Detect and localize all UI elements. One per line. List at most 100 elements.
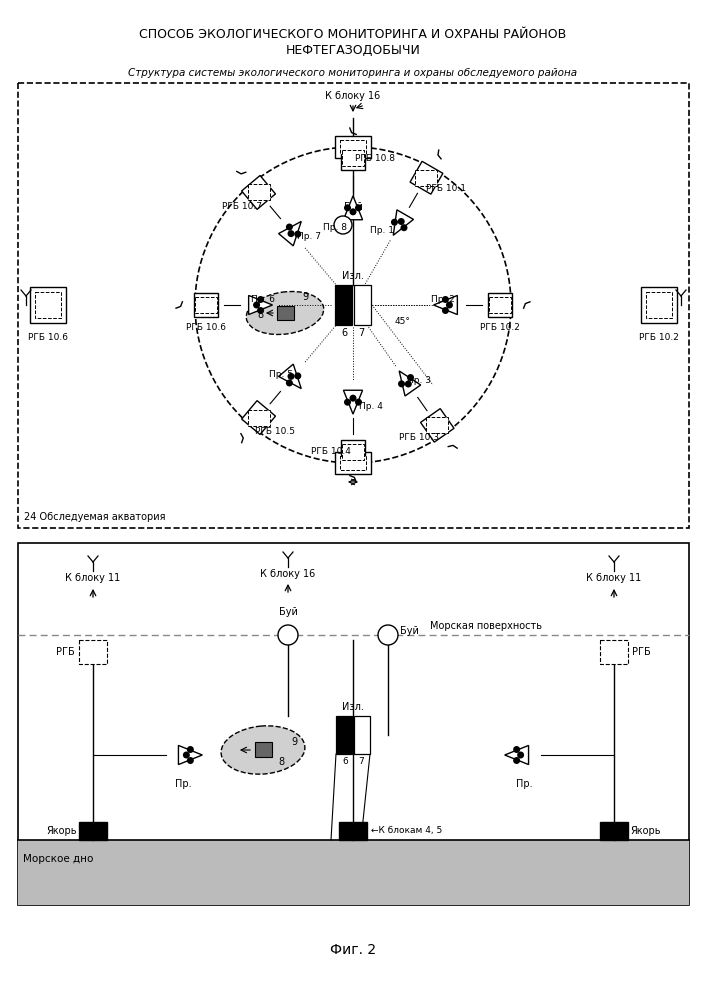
Bar bbox=[342, 150, 364, 166]
Bar bbox=[600, 822, 628, 840]
Text: Фиг. 2: Фиг. 2 bbox=[330, 943, 376, 957]
Bar bbox=[646, 292, 672, 318]
Bar bbox=[335, 452, 371, 474]
Circle shape bbox=[286, 379, 293, 386]
Text: РГБ 10.7: РГБ 10.7 bbox=[222, 202, 262, 211]
Text: 8: 8 bbox=[278, 757, 284, 767]
Text: ←К блокам 4, 5: ←К блокам 4, 5 bbox=[371, 826, 443, 836]
Bar bbox=[195, 297, 217, 313]
Bar bbox=[339, 822, 367, 840]
Text: Пр. 7: Пр. 7 bbox=[297, 232, 321, 241]
Text: РГБ 10.2: РГБ 10.2 bbox=[480, 322, 520, 332]
Circle shape bbox=[288, 373, 295, 380]
Circle shape bbox=[405, 380, 411, 387]
Text: Пр. 5: Пр. 5 bbox=[269, 370, 293, 379]
Bar bbox=[600, 640, 628, 664]
Bar bbox=[247, 184, 269, 200]
Text: РГБ 10.4: РГБ 10.4 bbox=[311, 447, 351, 456]
Ellipse shape bbox=[246, 292, 324, 334]
Circle shape bbox=[442, 296, 449, 303]
Polygon shape bbox=[488, 293, 512, 317]
Bar bbox=[255, 742, 272, 757]
Circle shape bbox=[398, 218, 404, 225]
Text: Пр. 4: Пр. 4 bbox=[359, 402, 383, 411]
Circle shape bbox=[294, 372, 301, 379]
Text: К блоку 11: К блоку 11 bbox=[65, 573, 121, 583]
Circle shape bbox=[446, 302, 453, 308]
Text: РГБ 10.6: РГБ 10.6 bbox=[28, 333, 68, 342]
Text: К блоку 11: К блоку 11 bbox=[586, 573, 642, 583]
Polygon shape bbox=[249, 295, 272, 315]
Polygon shape bbox=[341, 440, 365, 464]
Circle shape bbox=[286, 224, 293, 231]
Text: Буй: Буй bbox=[279, 607, 298, 617]
Text: 9: 9 bbox=[291, 737, 297, 747]
Bar bbox=[336, 716, 352, 754]
Polygon shape bbox=[279, 221, 301, 246]
Bar bbox=[641, 287, 677, 323]
Circle shape bbox=[391, 219, 398, 226]
Text: РГБ: РГБ bbox=[632, 647, 650, 657]
Circle shape bbox=[294, 231, 301, 238]
Text: Изл.: Изл. bbox=[342, 702, 364, 712]
Text: РГБ 10.5: РГБ 10.5 bbox=[255, 427, 296, 436]
Bar bbox=[416, 170, 438, 186]
Circle shape bbox=[349, 208, 356, 215]
Circle shape bbox=[183, 752, 190, 758]
Polygon shape bbox=[279, 364, 301, 389]
Text: 6: 6 bbox=[342, 757, 348, 766]
Bar bbox=[277, 306, 294, 320]
Polygon shape bbox=[433, 295, 457, 315]
Bar bbox=[340, 140, 366, 154]
Text: РГБ 10.2: РГБ 10.2 bbox=[639, 333, 679, 342]
Circle shape bbox=[513, 746, 520, 753]
Circle shape bbox=[378, 625, 398, 645]
Text: РГБ: РГБ bbox=[57, 647, 75, 657]
Bar bbox=[426, 417, 448, 433]
Bar bbox=[18, 543, 689, 905]
Circle shape bbox=[187, 757, 194, 764]
Circle shape bbox=[344, 399, 351, 406]
Circle shape bbox=[344, 204, 351, 211]
Circle shape bbox=[278, 625, 298, 645]
Polygon shape bbox=[194, 293, 218, 317]
Polygon shape bbox=[344, 390, 363, 414]
Text: Буй: Буй bbox=[344, 202, 363, 212]
Text: Пр. 2: Пр. 2 bbox=[431, 294, 455, 304]
Polygon shape bbox=[242, 401, 276, 434]
Text: 7: 7 bbox=[358, 328, 365, 338]
Circle shape bbox=[187, 746, 194, 753]
Text: К блоку 16: К блоку 16 bbox=[325, 91, 380, 101]
Text: 7: 7 bbox=[358, 757, 364, 766]
Polygon shape bbox=[344, 196, 363, 220]
Circle shape bbox=[355, 204, 362, 211]
Polygon shape bbox=[399, 371, 421, 396]
Text: 45°: 45° bbox=[395, 317, 411, 326]
Text: НЕФТЕГАЗОДОБЫЧИ: НЕФТЕГАЗОДОБЫЧИ bbox=[286, 43, 421, 56]
Polygon shape bbox=[410, 161, 443, 194]
Bar bbox=[335, 136, 371, 158]
Circle shape bbox=[349, 395, 356, 402]
Polygon shape bbox=[505, 745, 529, 765]
Text: Пр. 3: Пр. 3 bbox=[407, 376, 431, 385]
Polygon shape bbox=[242, 176, 276, 209]
Polygon shape bbox=[178, 745, 202, 765]
Bar bbox=[340, 456, 366, 470]
Bar bbox=[18, 83, 689, 528]
Circle shape bbox=[355, 399, 362, 406]
Text: Буй: Буй bbox=[400, 626, 419, 636]
Bar bbox=[35, 292, 61, 318]
Circle shape bbox=[513, 757, 520, 764]
Text: Изл.: Изл. bbox=[342, 271, 364, 281]
Circle shape bbox=[400, 224, 407, 231]
Bar bbox=[30, 287, 66, 323]
Polygon shape bbox=[393, 210, 414, 235]
Text: К блоку 16: К блоку 16 bbox=[260, 569, 315, 579]
Bar bbox=[79, 640, 107, 664]
Text: РГБ 10.1: РГБ 10.1 bbox=[426, 184, 465, 193]
Circle shape bbox=[517, 752, 524, 758]
Text: СПОСОБ ЭКОЛОГИЧЕСКОГО МОНИТОРИНГА И ОХРАНЫ РАЙОНОВ: СПОСОБ ЭКОЛОГИЧЕСКОГО МОНИТОРИНГА И ОХРА… bbox=[139, 28, 566, 41]
Circle shape bbox=[407, 374, 414, 381]
Circle shape bbox=[398, 380, 405, 387]
Bar bbox=[354, 285, 371, 325]
